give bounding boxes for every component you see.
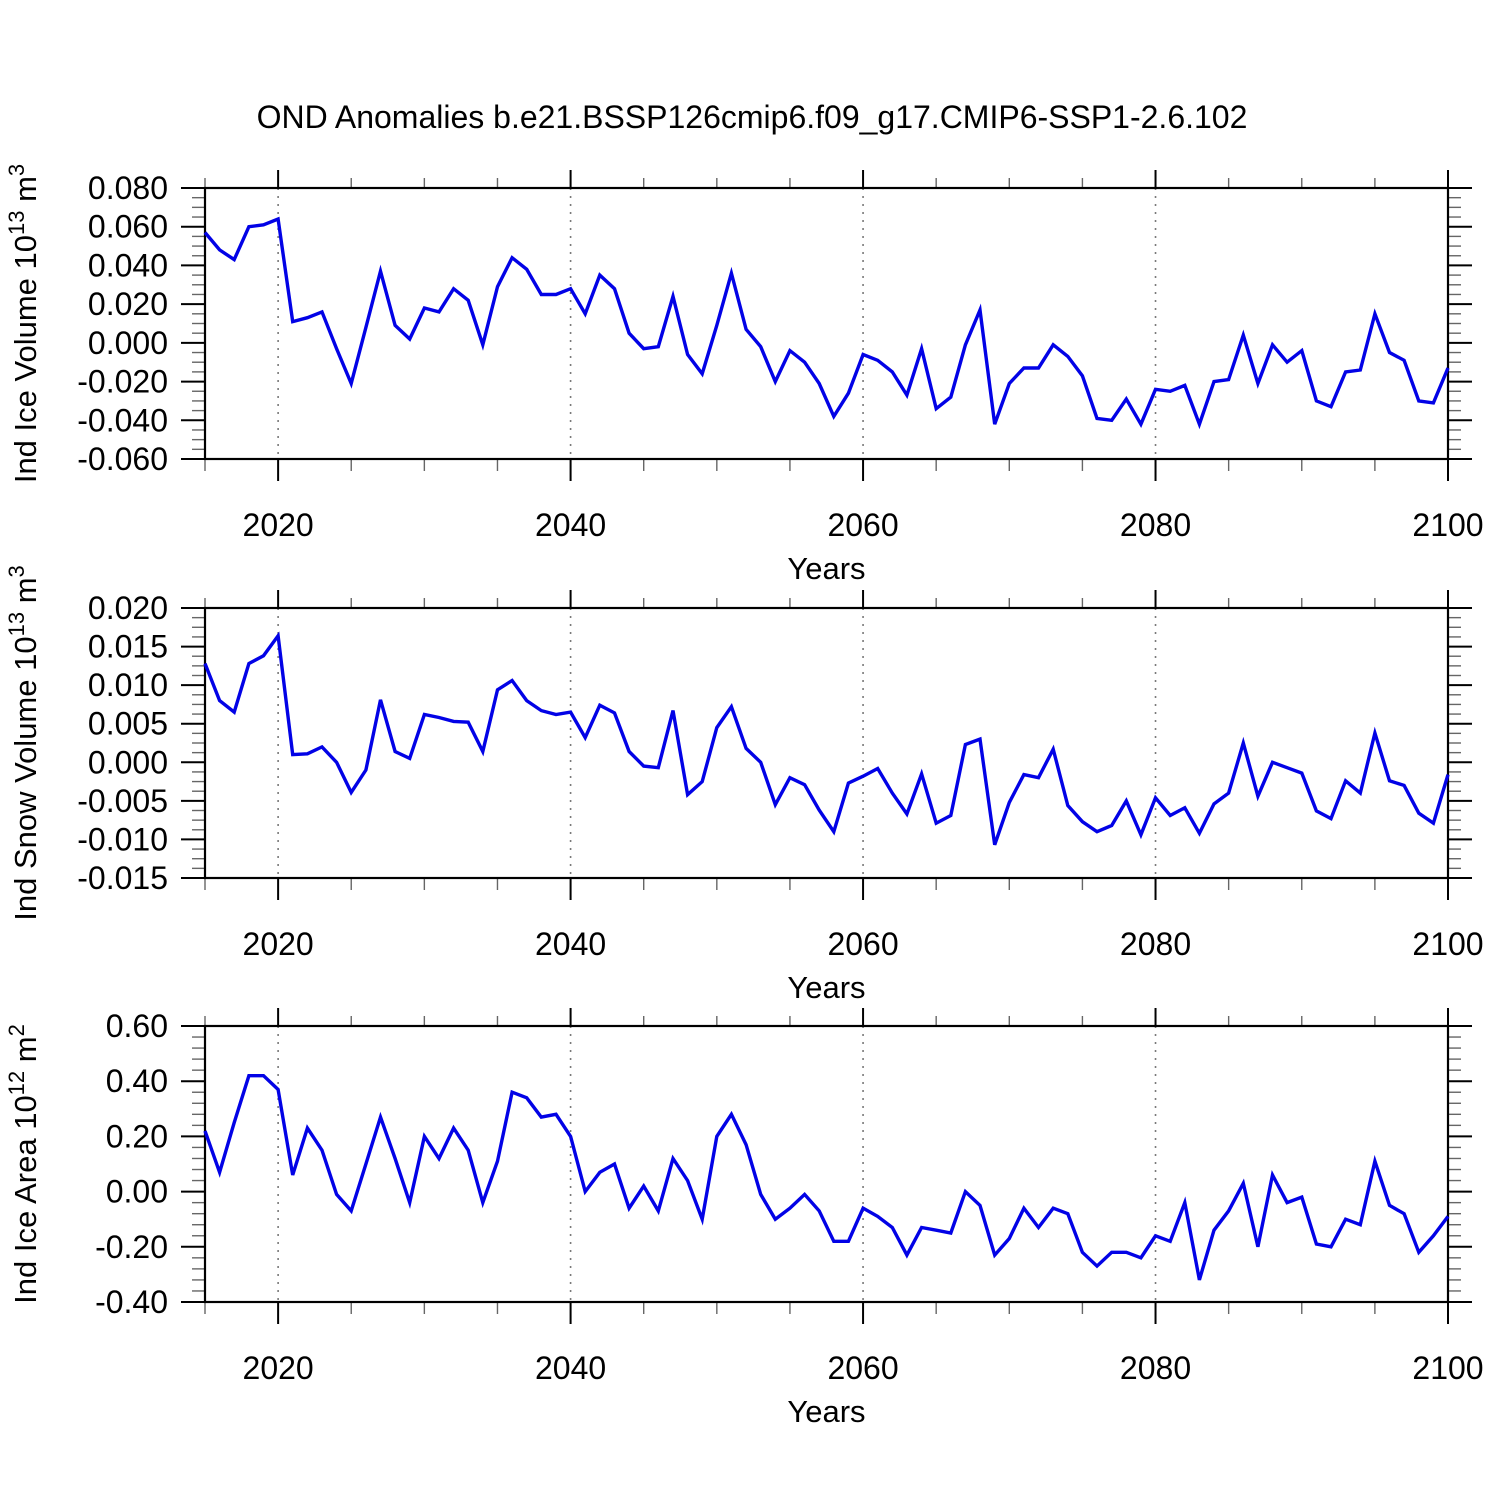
chart-root: 0.0800.0600.0400.0200.000-0.020-0.040-0.… bbox=[4, 164, 1484, 1429]
y-tick-label: 0.20 bbox=[106, 1118, 168, 1154]
x-tick-label: 2080 bbox=[1120, 926, 1191, 962]
panel-ind-ice-volume: 0.0800.0600.0400.0200.000-0.020-0.040-0.… bbox=[4, 164, 1484, 586]
y-tick-label: 0.040 bbox=[88, 247, 168, 283]
x-tick-label: 2080 bbox=[1120, 507, 1191, 543]
y-tick-label: -0.040 bbox=[77, 402, 168, 438]
x-tick-label: 2040 bbox=[535, 926, 606, 962]
series-line-ind-snow-volume bbox=[203, 631, 1450, 846]
y-tick-label: -0.40 bbox=[95, 1284, 168, 1320]
x-tick-label: 2060 bbox=[827, 926, 898, 962]
y-tick-label: 0.000 bbox=[88, 744, 168, 780]
x-tick-label: 2020 bbox=[243, 926, 314, 962]
x-tick-label: 2020 bbox=[243, 507, 314, 543]
y-tick-label: 0.015 bbox=[88, 629, 168, 665]
y-tick-label: -0.20 bbox=[95, 1229, 168, 1265]
y-tick-label: 0.080 bbox=[88, 170, 168, 206]
x-tick-label: 2100 bbox=[1412, 507, 1483, 543]
y-tick-label: 0.005 bbox=[88, 706, 168, 742]
x-tick-label: 2040 bbox=[535, 507, 606, 543]
y-axis-title: Ind Snow Volume 1013 m3 bbox=[4, 565, 43, 921]
y-tick-label: -0.015 bbox=[77, 860, 168, 896]
series-line-ind-ice-area bbox=[203, 1073, 1450, 1281]
y-tick-label: 0.020 bbox=[88, 286, 168, 322]
plot-frame bbox=[203, 186, 1450, 461]
x-tick-label: 2020 bbox=[243, 1350, 314, 1386]
x-tick-label: 2080 bbox=[1120, 1350, 1191, 1386]
y-tick-label: 0.000 bbox=[88, 325, 168, 361]
y-tick-label: -0.060 bbox=[77, 441, 168, 477]
x-axis-title: Years bbox=[787, 1394, 865, 1429]
y-tick-label: 0.020 bbox=[88, 590, 168, 626]
series-line-ind-ice-volume bbox=[203, 216, 1450, 430]
y-axis-title: Ind Ice Volume 1013 m3 bbox=[4, 164, 43, 483]
y-tick-label: -0.010 bbox=[77, 821, 168, 857]
y-tick-label: 0.40 bbox=[106, 1063, 168, 1099]
y-axis-title: Ind Ice Area 1012 m2 bbox=[4, 1024, 43, 1304]
x-tick-label: 2060 bbox=[827, 1350, 898, 1386]
panel-ind-ice-area: 0.60 0.40 0.20 0.00 -0.20 -0.40 2020 2040 2060 20… bbox=[4, 1008, 1484, 1429]
y-tick-label: 0.010 bbox=[88, 667, 168, 703]
x-axis-title: Years bbox=[787, 970, 865, 1005]
plot-frame bbox=[203, 606, 1450, 880]
y-tick-label: 0.60 bbox=[106, 1008, 168, 1044]
y-tick-label: -0.005 bbox=[77, 783, 168, 819]
x-axis-title: Years bbox=[787, 551, 865, 586]
x-tick-label: 2060 bbox=[827, 507, 898, 543]
x-tick-label: 2100 bbox=[1412, 926, 1483, 962]
y-tick-label: 0.060 bbox=[88, 209, 168, 245]
y-tick-label: 0.00 bbox=[106, 1174, 168, 1210]
panel-ind-snow-volume: 0.0200.0150.0100.0050.000-0.005-0.010-0.… bbox=[4, 565, 1484, 1005]
y-tick-label: -0.020 bbox=[77, 364, 168, 400]
x-tick-label: 2100 bbox=[1412, 1350, 1483, 1386]
chart-title: OND Anomalies b.e21.BSSP126cmip6.f09_g17… bbox=[257, 99, 1248, 135]
plot-frame bbox=[203, 1024, 1450, 1304]
x-tick-label: 2040 bbox=[535, 1350, 606, 1386]
